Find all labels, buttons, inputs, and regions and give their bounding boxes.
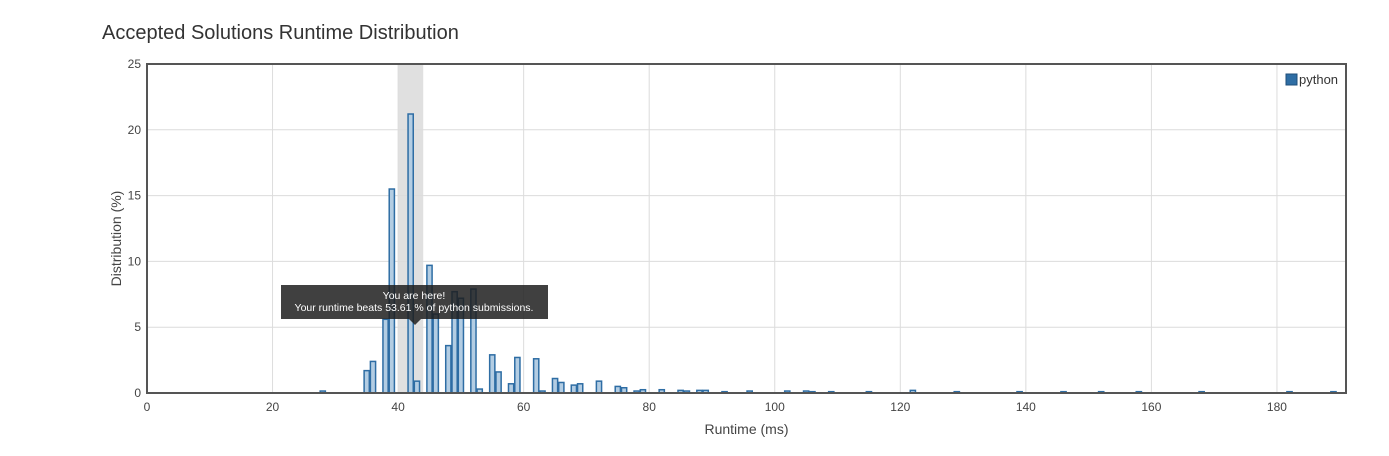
bar[interactable] bbox=[369, 360, 377, 394]
bar[interactable] bbox=[382, 318, 389, 394]
x-tick-label: 120 bbox=[890, 400, 910, 414]
bar[interactable] bbox=[363, 369, 371, 394]
tooltip-box bbox=[281, 285, 548, 319]
tooltip-line-1: You are here! bbox=[383, 290, 446, 302]
y-tick-label: 15 bbox=[128, 189, 142, 203]
x-tick-label: 40 bbox=[391, 400, 405, 414]
bar[interactable] bbox=[514, 356, 521, 394]
x-tick-label: 20 bbox=[266, 400, 280, 414]
tooltip-arrow bbox=[409, 319, 421, 325]
y-tick-label: 10 bbox=[128, 254, 142, 268]
tooltip-line-2: Your runtime beats 53.61 % of python sub… bbox=[295, 302, 534, 314]
legend-label-python[interactable]: python bbox=[1299, 72, 1338, 87]
bar[interactable] bbox=[495, 371, 502, 394]
chart-title: Accepted Solutions Runtime Distribution bbox=[102, 22, 459, 44]
y-tick-label: 20 bbox=[128, 123, 142, 137]
bar[interactable] bbox=[570, 384, 578, 394]
bar[interactable] bbox=[432, 313, 440, 394]
bars-layer bbox=[319, 113, 1337, 394]
bar[interactable] bbox=[551, 377, 559, 394]
bar[interactable] bbox=[576, 383, 584, 394]
bar[interactable] bbox=[595, 380, 603, 394]
x-tick-label: 0 bbox=[144, 400, 151, 414]
legend-swatch-python[interactable] bbox=[1285, 73, 1298, 86]
y-tick-label: 5 bbox=[134, 320, 141, 334]
runtime-tooltip: You are here! Your runtime beats 53.61 %… bbox=[281, 285, 548, 325]
legend[interactable]: python bbox=[1285, 72, 1338, 87]
x-tick-label: 60 bbox=[517, 400, 531, 414]
bar[interactable] bbox=[532, 358, 540, 394]
x-axis-label: Runtime (ms) bbox=[704, 421, 788, 437]
y-tick-label: 25 bbox=[128, 57, 142, 71]
x-tick-label: 140 bbox=[1016, 400, 1036, 414]
x-tick-label: 160 bbox=[1141, 400, 1161, 414]
grid-lines bbox=[146, 63, 1346, 394]
bar[interactable] bbox=[426, 264, 433, 394]
x-tick-label: 80 bbox=[643, 400, 657, 414]
bar[interactable] bbox=[444, 344, 452, 394]
bar[interactable] bbox=[507, 383, 515, 394]
y-axis-label: Distribution (%) bbox=[108, 191, 124, 287]
bar[interactable] bbox=[488, 354, 496, 394]
plot-frame bbox=[146, 63, 1347, 394]
tick-labels: 0 20 40 60 80 100 120 140 160 180 0 5 10 15 20 25 bbox=[128, 57, 1288, 414]
bar[interactable] bbox=[407, 113, 414, 394]
x-tick-label: 180 bbox=[1267, 400, 1287, 414]
bar[interactable] bbox=[413, 380, 421, 394]
bar[interactable] bbox=[557, 381, 565, 394]
y-tick-label: 0 bbox=[134, 386, 141, 400]
x-tick-label: 100 bbox=[765, 400, 785, 414]
